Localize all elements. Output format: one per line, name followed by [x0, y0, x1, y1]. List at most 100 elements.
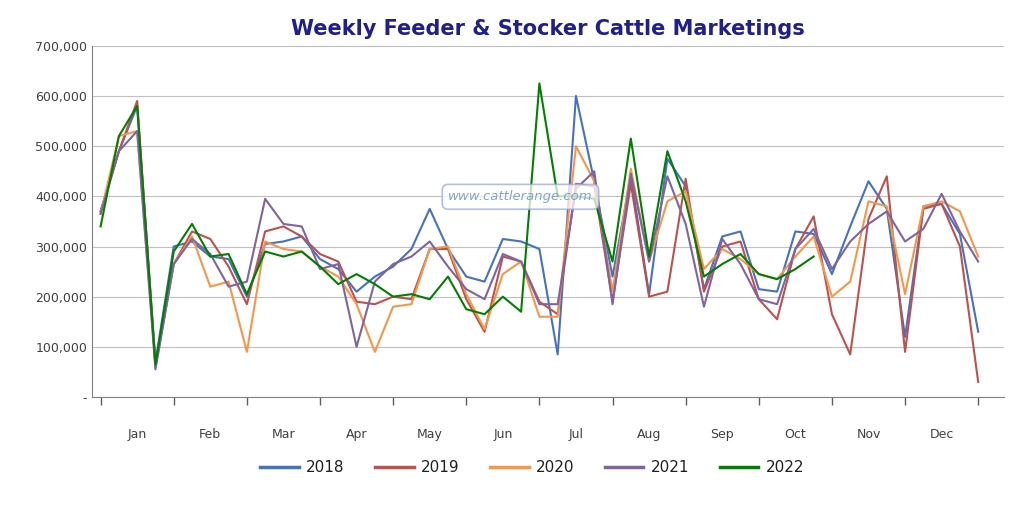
2018 — [497, 236, 509, 242]
2018 — [168, 243, 180, 249]
2022 — [697, 273, 710, 279]
2018 — [972, 329, 984, 335]
2019 — [94, 208, 106, 214]
2018 — [313, 256, 326, 262]
2022 — [424, 296, 436, 302]
2021 — [936, 191, 948, 197]
2019 — [332, 259, 344, 265]
2020 — [918, 203, 930, 209]
Text: Apr: Apr — [346, 428, 368, 441]
2022 — [406, 291, 418, 297]
2020 — [94, 211, 106, 217]
2019 — [771, 316, 783, 322]
2020 — [936, 199, 948, 205]
2019 — [936, 201, 948, 207]
Line: 2020: 2020 — [100, 131, 978, 364]
2019 — [296, 234, 308, 240]
2019 — [808, 213, 820, 219]
2019 — [113, 148, 125, 154]
2021 — [734, 261, 746, 267]
2020 — [844, 278, 856, 285]
2020 — [753, 271, 765, 277]
2018 — [569, 93, 582, 99]
2022 — [186, 221, 199, 227]
2020 — [478, 326, 490, 332]
2019 — [697, 289, 710, 295]
2021 — [716, 236, 728, 242]
2018 — [186, 238, 199, 244]
2021 — [387, 261, 399, 267]
2018 — [680, 183, 692, 189]
Line: 2019: 2019 — [100, 101, 978, 382]
2020 — [204, 284, 216, 290]
2022 — [753, 271, 765, 277]
2018 — [716, 234, 728, 240]
2018 — [222, 256, 234, 262]
2018 — [862, 178, 874, 184]
2018 — [241, 294, 253, 300]
2020 — [625, 166, 637, 172]
2019 — [150, 364, 162, 370]
2020 — [259, 238, 271, 244]
2022 — [278, 253, 290, 260]
2021 — [881, 208, 893, 214]
Title: Weekly Feeder & Stocker Cattle Marketings: Weekly Feeder & Stocker Cattle Marketing… — [291, 19, 805, 39]
2019 — [862, 216, 874, 222]
2021 — [918, 226, 930, 232]
2019 — [680, 176, 692, 182]
2021 — [771, 301, 783, 307]
2022 — [771, 276, 783, 282]
2020 — [588, 178, 600, 184]
2022 — [662, 148, 674, 154]
2021 — [350, 344, 362, 350]
2018 — [278, 238, 290, 244]
2019 — [222, 264, 234, 270]
2020 — [186, 234, 199, 240]
2022 — [625, 135, 637, 142]
2018 — [387, 264, 399, 270]
2021 — [697, 304, 710, 310]
2019 — [662, 289, 674, 295]
2019 — [753, 296, 765, 302]
2022 — [313, 264, 326, 270]
2019 — [606, 299, 618, 305]
2022 — [460, 306, 472, 313]
2021 — [862, 221, 874, 227]
2018 — [734, 229, 746, 235]
2018 — [406, 246, 418, 252]
2019 — [552, 311, 564, 317]
2021 — [478, 296, 490, 302]
2022 — [808, 253, 820, 260]
Text: Nov: Nov — [856, 428, 881, 441]
2021 — [168, 261, 180, 267]
2021 — [972, 259, 984, 265]
2018 — [790, 229, 802, 235]
2021 — [552, 301, 564, 307]
2022 — [734, 251, 746, 257]
2018 — [825, 271, 838, 277]
2018 — [753, 286, 765, 292]
Legend: 2018, 2019, 2020, 2021, 2022: 2018, 2019, 2020, 2021, 2022 — [254, 454, 811, 481]
2021 — [844, 238, 856, 244]
2020 — [406, 301, 418, 307]
2020 — [313, 264, 326, 270]
2021 — [899, 238, 911, 244]
2019 — [918, 206, 930, 212]
2018 — [259, 241, 271, 247]
2021 — [204, 251, 216, 257]
2022 — [369, 281, 381, 287]
2018 — [844, 223, 856, 230]
2018 — [606, 273, 618, 279]
2020 — [643, 259, 655, 265]
Text: Oct: Oct — [784, 428, 806, 441]
2021 — [222, 284, 234, 290]
2019 — [643, 294, 655, 300]
2019 — [825, 311, 838, 317]
2019 — [716, 243, 728, 249]
2019 — [131, 98, 143, 104]
2018 — [697, 286, 710, 292]
2020 — [771, 276, 783, 282]
2021 — [790, 246, 802, 252]
2018 — [953, 231, 966, 237]
2022 — [222, 251, 234, 257]
